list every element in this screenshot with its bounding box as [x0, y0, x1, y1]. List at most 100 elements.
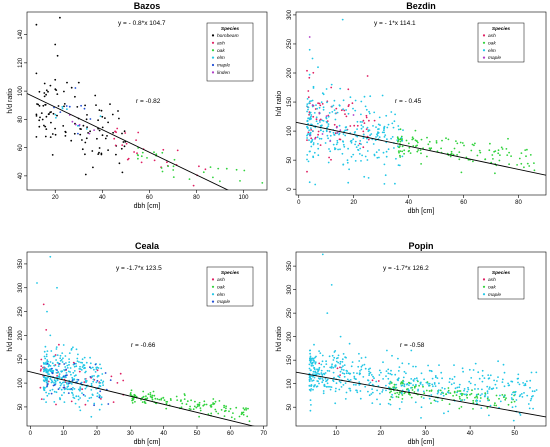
data-point [63, 90, 65, 93]
data-point [497, 149, 500, 152]
data-point [356, 372, 358, 375]
data-point [98, 151, 100, 154]
data-point [160, 167, 163, 169]
data-point [141, 151, 144, 154]
data-point [406, 382, 409, 385]
data-point [371, 402, 374, 404]
data-point [327, 385, 329, 388]
data-point [447, 410, 450, 413]
legend-title: Species [492, 270, 510, 276]
data-point [59, 111, 62, 113]
legend-item-label: oak [488, 284, 496, 290]
data-point [447, 389, 450, 392]
data-point [427, 383, 429, 385]
data-point [56, 354, 59, 356]
data-point [93, 129, 95, 132]
data-point [517, 381, 519, 384]
data-point [387, 386, 390, 389]
data-point [59, 381, 61, 384]
data-point [368, 112, 371, 115]
data-point [523, 392, 525, 394]
data-point [478, 149, 481, 152]
data-point [438, 382, 440, 385]
data-point [494, 172, 496, 175]
data-point [317, 102, 319, 105]
data-point [385, 384, 387, 387]
data-point [71, 379, 74, 382]
data-point [310, 375, 312, 378]
data-point [365, 128, 368, 131]
data-point [313, 343, 315, 346]
data-point [366, 141, 368, 144]
data-point [501, 381, 504, 383]
series-maple [46, 362, 112, 407]
data-point [309, 150, 311, 153]
data-point [353, 375, 356, 378]
data-point [409, 152, 412, 155]
data-point [398, 393, 400, 396]
data-point [397, 370, 400, 372]
data-point [54, 354, 57, 356]
data-point [104, 117, 106, 119]
data-point [439, 389, 442, 392]
data-point [60, 388, 63, 391]
data-point [397, 137, 399, 140]
data-point [81, 358, 84, 361]
data-point [142, 395, 145, 398]
data-point [339, 381, 342, 384]
data-point [362, 126, 364, 128]
data-point [334, 390, 337, 393]
data-point [39, 386, 42, 389]
data-point [43, 386, 45, 389]
data-point [506, 154, 509, 157]
data-point [321, 378, 324, 380]
data-point [434, 400, 437, 402]
data-point [58, 387, 61, 389]
data-point [97, 119, 99, 122]
data-point [102, 380, 105, 383]
data-point [45, 89, 48, 92]
panel-title: Bezdin [406, 1, 436, 11]
data-point [308, 181, 311, 184]
data-point [111, 113, 114, 116]
data-point [333, 356, 336, 359]
data-point [306, 103, 309, 105]
x-tick-label: 40 [160, 431, 167, 437]
data-point [383, 163, 386, 166]
data-point [479, 151, 482, 154]
data-point [481, 388, 483, 391]
data-point [417, 389, 419, 392]
data-point [344, 382, 347, 384]
data-point [92, 378, 95, 381]
data-point [351, 361, 354, 363]
data-point [59, 16, 61, 19]
data-point [403, 383, 406, 386]
data-point [82, 364, 85, 367]
data-point [420, 406, 423, 409]
x-tick-label: 20 [377, 431, 384, 437]
data-point [336, 141, 339, 144]
data-point [81, 366, 84, 368]
data-point [72, 386, 74, 389]
points-layer [306, 18, 536, 186]
data-point [84, 395, 87, 397]
data-point [195, 406, 198, 409]
data-point [327, 137, 329, 140]
data-point [458, 383, 461, 386]
data-point [408, 384, 410, 386]
data-point [400, 381, 403, 384]
data-point [52, 112, 55, 115]
data-point [100, 367, 103, 370]
data-point [310, 359, 312, 362]
data-point [345, 126, 348, 128]
y-axis-label: h/d ratio [7, 88, 14, 113]
data-point [226, 194, 228, 196]
data-point [463, 389, 465, 392]
data-point [420, 381, 422, 384]
data-point [345, 115, 348, 118]
data-point [217, 412, 220, 415]
data-point [64, 376, 67, 379]
data-point [366, 159, 369, 161]
data-point [456, 154, 458, 156]
data-point [77, 395, 80, 398]
